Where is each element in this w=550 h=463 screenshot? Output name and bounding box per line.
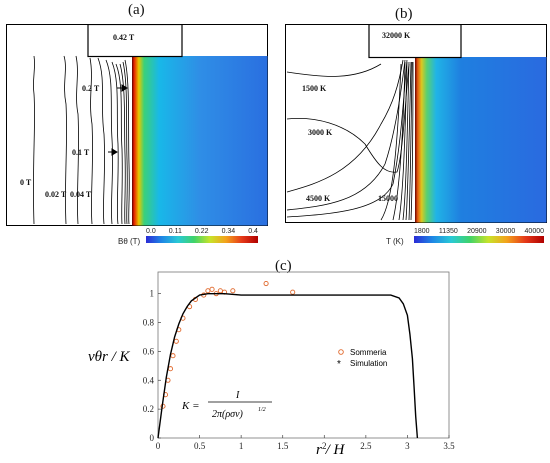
legend-sommeria-marker <box>338 349 344 355</box>
plot-frame <box>157 271 450 439</box>
colorbar-b: 1800 11350 20900 30000 40000 <box>414 228 544 243</box>
panel-a-contours <box>33 55 130 225</box>
panel-c-chart: 0 0.5 1 1.5 2 2.5 3 3.5 0 0.2 0.4 0.6 0.8 1 vθr / K r… <box>88 271 455 458</box>
panel-b-contours <box>286 59 414 221</box>
colorbar-a-gradient <box>146 236 258 243</box>
sommeria-point <box>173 338 179 344</box>
colorbar-b-tick: 40000 <box>524 228 544 235</box>
contour-label-a-6: 0.04 T <box>70 190 92 199</box>
y-tick-label: 0.8 <box>143 318 155 328</box>
y-tick-label: 0.6 <box>143 346 155 356</box>
contour-label-b-4: 4500 K <box>306 194 331 203</box>
contour-label-b-1: 32000 K <box>382 31 411 40</box>
contour-label-b-3: 3000 K <box>308 128 333 137</box>
colorbar-b-gradient <box>414 236 544 243</box>
panel-b-plot <box>285 24 547 223</box>
sommeria-point <box>170 353 176 359</box>
panel-a-arrows <box>108 84 128 156</box>
panel-c-axes <box>157 271 450 439</box>
contour-label-b-5: 15000 <box>378 194 398 203</box>
x-tick-label: 3 <box>405 441 410 451</box>
contour-label-a-5: 0.02 T <box>45 190 67 199</box>
sommeria-point <box>209 286 215 292</box>
x-tick-label: 0 <box>156 441 161 451</box>
panel-c-marks <box>157 280 419 439</box>
contour-label-a-1: 0.42 T <box>113 33 135 42</box>
colorbar-b-tick: 20900 <box>467 228 487 235</box>
contour-label-a-4: 0 T <box>20 178 32 187</box>
colorbar-a-tick: 0.4 <box>248 228 258 235</box>
colorbar-a-tick: 0.11 <box>168 228 182 235</box>
formula-numerator: I <box>235 390 240 401</box>
legend-simulation-label: Simulation <box>350 359 387 368</box>
colorbar-a: 0.0 0.11 0.22 0.34 0.4 <box>146 228 258 243</box>
x-tick-label: 2 <box>322 441 327 451</box>
y-tick-label: 0 <box>150 433 155 443</box>
panel-a-plot <box>6 24 268 226</box>
x-tick-label: 0.5 <box>194 441 206 451</box>
panel-c-label: (c) <box>275 258 292 274</box>
y-tick-label: 0.2 <box>143 404 154 414</box>
colorbar-a-tick: 0.0 <box>146 228 156 235</box>
colorbar-b-tick: 30000 <box>495 228 516 235</box>
y-tick-label: 0.4 <box>143 375 155 385</box>
colorbar-a-tick: 0.34 <box>221 228 236 235</box>
contour-label-b-2: 1500 K <box>302 84 327 93</box>
panel-c-xlabel: r / H <box>316 442 346 458</box>
colorbar-b-tick: 11350 <box>438 228 458 235</box>
simulation-line <box>157 293 419 439</box>
panel-b-label: (b) <box>395 6 413 22</box>
colorbar-a-title: Bθ (T) <box>118 237 141 246</box>
colorbar-b-tick: 1800 <box>414 228 430 235</box>
panel-c-ticks: 0 0.5 1 1.5 2 2.5 3 3.5 0 0.2 0.4 0.6 0.8 1 <box>143 289 455 451</box>
contour-label-a-3: 0.1 T <box>72 148 90 157</box>
formula-lhs: K = <box>181 400 200 412</box>
sommeria-point <box>167 366 174 372</box>
sommeria-point <box>205 288 211 294</box>
x-tick-label: 3.5 <box>443 441 455 451</box>
legend-simulation-marker: * <box>337 359 341 370</box>
y-tick-label: 1 <box>150 289 155 299</box>
sommeria-point <box>290 289 296 295</box>
formula-exponent: 1/2 <box>258 407 266 413</box>
x-tick-label: 1.5 <box>277 441 289 451</box>
x-tick-label: 2.5 <box>360 441 372 451</box>
panel-c-ylabel: vθr / K <box>88 349 131 365</box>
formula-denominator: 2π(ρσν) <box>212 409 244 420</box>
contour-label-a-2: 0.2 T <box>82 84 100 93</box>
sommeria-point <box>263 280 269 287</box>
sommeria-point <box>217 288 223 294</box>
x-tick-label: 1 <box>239 441 244 451</box>
legend-sommeria-label: Sommeria <box>350 348 387 357</box>
colorbar-a-tick: 0.22 <box>194 228 209 235</box>
panel-a-label: (a) <box>128 2 145 18</box>
colorbar-b-title: T (K) <box>386 237 404 246</box>
sommeria-point <box>230 288 236 294</box>
